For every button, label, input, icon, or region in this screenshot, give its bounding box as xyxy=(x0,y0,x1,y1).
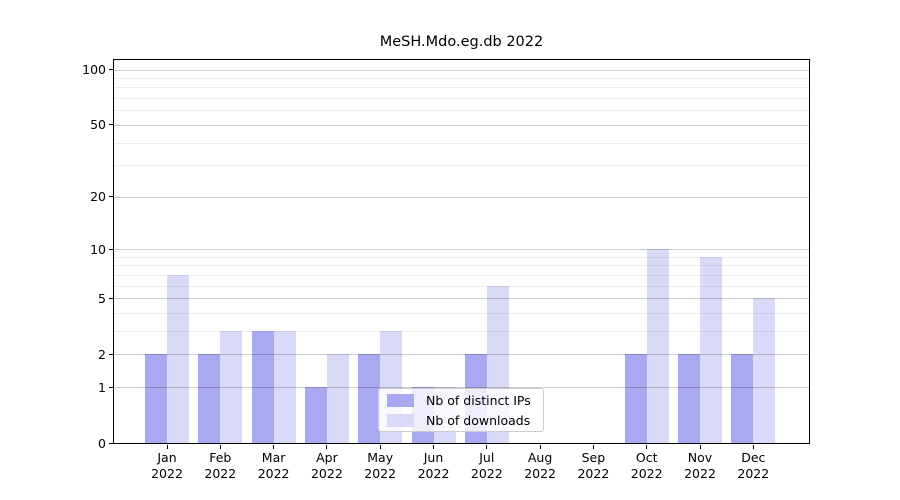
x-tick-label: Dec 2022 xyxy=(737,450,770,481)
gridline-major xyxy=(113,298,810,300)
legend: Nb of distinct IPs Nb of downloads xyxy=(378,388,544,432)
x-tick-mark xyxy=(219,444,221,449)
chart-title: MeSH.Mdo.eg.db 2022 xyxy=(379,34,544,50)
y-tick-label: 20 xyxy=(90,189,106,205)
x-tick-label: Mar 2022 xyxy=(257,450,290,481)
x-tick-mark xyxy=(752,444,754,449)
y-tick-label: 5 xyxy=(98,290,106,306)
gridline-minor xyxy=(113,165,810,167)
bar-downloads xyxy=(167,274,189,444)
bar-distinct-ips xyxy=(731,354,754,444)
legend-row-distinct-ips: Nb of distinct IPs xyxy=(387,393,543,408)
gridline-minor xyxy=(113,110,810,112)
bar-downloads xyxy=(700,256,722,444)
y-tick-label: 100 xyxy=(82,62,106,77)
x-tick-mark xyxy=(433,444,434,449)
y-tick-label: 1 xyxy=(98,379,106,395)
x-tick-label: Jun 2022 xyxy=(417,450,450,481)
x-tick-label: Jan 2022 xyxy=(151,450,183,481)
x-tick-mark xyxy=(486,444,488,449)
x-tick-label: Aug 2022 xyxy=(524,450,556,481)
x-tick-mark xyxy=(166,444,168,449)
legend-swatch-downloads xyxy=(387,413,414,427)
gridline-major xyxy=(113,387,810,389)
legend-label-downloads: Nb of downloads xyxy=(426,412,531,428)
gridline-minor xyxy=(113,98,810,100)
x-tick-mark xyxy=(273,444,275,449)
gridline-minor xyxy=(113,87,810,89)
y-tick-label: 2 xyxy=(98,346,106,362)
y-tick-mark xyxy=(109,69,113,70)
bar-distinct-ips xyxy=(358,354,381,444)
x-tick-mark xyxy=(592,444,594,449)
bar-distinct-ips xyxy=(251,331,274,444)
x-tick-mark xyxy=(326,444,328,449)
bar-downloads xyxy=(646,249,669,444)
x-tick-label: Jul 2022 xyxy=(470,450,503,481)
gridline-major xyxy=(113,196,810,198)
grid-layer xyxy=(113,60,810,444)
x-tick-mark xyxy=(539,444,541,449)
gridline-major xyxy=(113,354,810,356)
bar-distinct-ips xyxy=(198,354,221,444)
gridline-minor xyxy=(113,77,810,79)
gridline-major xyxy=(113,249,810,251)
y-tick-label: 10 xyxy=(90,241,106,257)
bar-downloads xyxy=(220,331,243,444)
bar-downloads xyxy=(753,298,776,444)
gridline-minor xyxy=(113,142,810,144)
x-tick-label: Apr 2022 xyxy=(310,450,343,481)
x-tick-mark xyxy=(699,444,701,449)
x-tick-mark xyxy=(379,444,381,449)
y-tick-mark xyxy=(109,196,113,198)
bar-downloads xyxy=(326,354,349,444)
gridline-minor xyxy=(113,285,810,287)
y-tick-mark xyxy=(109,386,113,388)
y-tick-mark xyxy=(109,248,113,250)
y-tick-label: 50 xyxy=(90,117,106,133)
gridline-minor xyxy=(113,256,810,258)
bar-distinct-ips xyxy=(624,354,647,444)
bar-downloads xyxy=(273,331,296,444)
y-tick-label: 0 xyxy=(98,436,106,451)
y-tick-mark xyxy=(109,124,113,126)
gridline-minor xyxy=(113,274,810,276)
x-tick-label: Sep 2022 xyxy=(577,450,610,481)
x-tick-label: Oct 2022 xyxy=(630,450,663,481)
gridline-major xyxy=(113,124,810,126)
gridline-minor xyxy=(113,313,810,315)
gridline-minor xyxy=(113,265,810,267)
x-tick-label: Feb 2022 xyxy=(204,450,237,481)
y-tick-mark xyxy=(109,297,113,299)
x-tick-mark xyxy=(646,444,648,449)
legend-label-distinct-ips: Nb of distinct IPs xyxy=(426,392,531,408)
bar-distinct-ips xyxy=(304,387,327,444)
legend-row-downloads: Nb of downloads xyxy=(387,413,543,428)
gridline-major xyxy=(113,69,810,71)
x-tick-label: May 2022 xyxy=(364,450,397,481)
bar-distinct-ips xyxy=(678,354,700,444)
bar-distinct-ips xyxy=(145,354,167,444)
y-tick-mark xyxy=(109,443,113,444)
x-tick-label: Nov 2022 xyxy=(684,450,716,481)
y-tick-mark xyxy=(109,353,113,355)
gridline-minor xyxy=(113,331,810,333)
legend-swatch-distinct-ips xyxy=(387,393,414,407)
